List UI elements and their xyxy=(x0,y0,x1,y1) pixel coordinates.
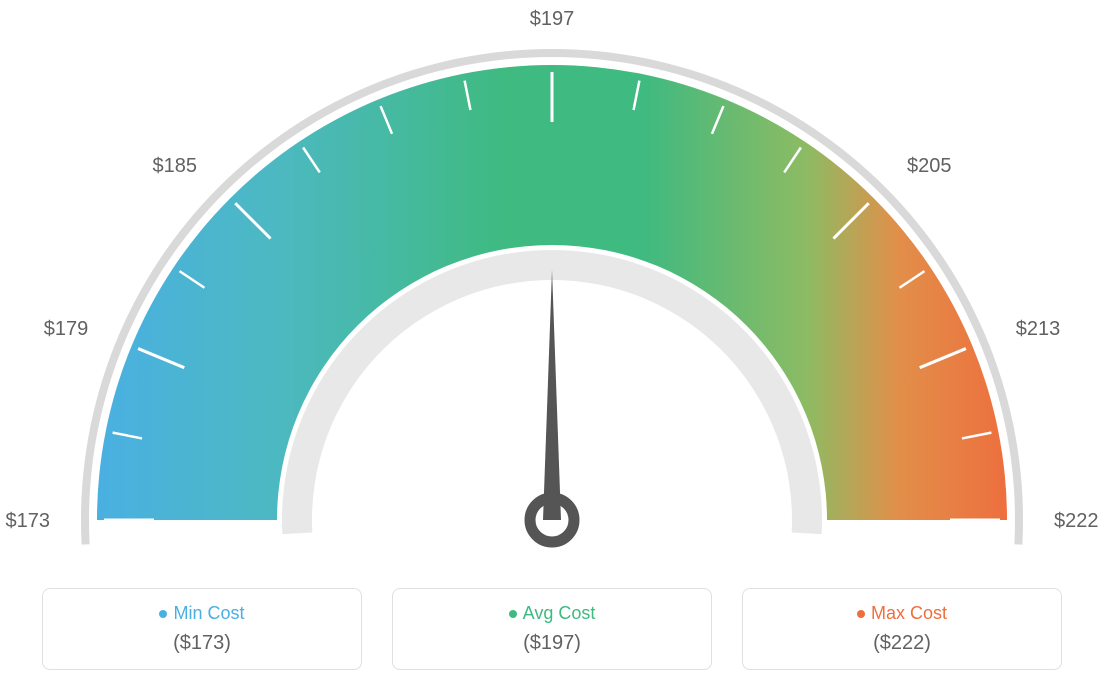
min-value-text: ($173) xyxy=(53,632,351,655)
tick-label: $197 xyxy=(530,8,575,30)
dot-avg xyxy=(509,610,517,618)
cost-gauge-widget: $173 $179 $185 $197 $205 $213 $222 Min Cost ($… xyxy=(0,0,1104,690)
tick-label: $213 xyxy=(1016,318,1061,340)
tick-label: $179 xyxy=(44,318,89,340)
dot-max xyxy=(857,610,865,618)
legend-card-min: Min Cost ($173) xyxy=(42,588,362,670)
gauge-chart: $173 $179 $185 $197 $205 $213 $222 xyxy=(0,0,1104,560)
legend-row: Min Cost ($173) Avg Cost ($197) Max Cost… xyxy=(0,588,1104,670)
max-value-text: ($222) xyxy=(753,632,1051,655)
avg-label-text: Avg Cost xyxy=(523,603,596,623)
legend-card-avg: Avg Cost ($197) xyxy=(392,588,712,670)
tick-label: $185 xyxy=(153,155,198,177)
max-label-text: Max Cost xyxy=(871,603,947,623)
min-label-text: Min Cost xyxy=(173,603,244,623)
legend-label-max: Max Cost xyxy=(753,603,1051,624)
tick-label: $205 xyxy=(907,155,952,177)
legend-label-min: Min Cost xyxy=(53,603,351,624)
legend-label-avg: Avg Cost xyxy=(403,603,701,624)
legend-card-max: Max Cost ($222) xyxy=(742,588,1062,670)
tick-label: $173 xyxy=(6,510,51,532)
dot-min xyxy=(159,610,167,618)
avg-value-text: ($197) xyxy=(403,632,701,655)
tick-label: $222 xyxy=(1054,510,1099,532)
